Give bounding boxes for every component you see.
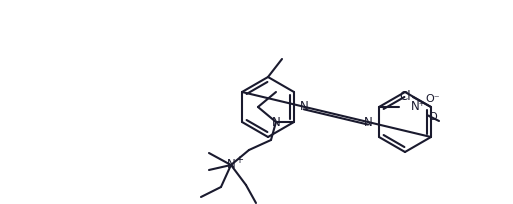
Text: N: N xyxy=(271,115,281,129)
Text: O⁻: O⁻ xyxy=(426,94,440,104)
Text: N: N xyxy=(364,116,373,129)
Text: N⁺: N⁺ xyxy=(410,101,425,113)
Text: N: N xyxy=(227,159,235,172)
Text: Cl: Cl xyxy=(399,90,411,102)
Text: +: + xyxy=(235,155,243,165)
Text: N: N xyxy=(300,100,309,113)
Text: O: O xyxy=(429,112,438,122)
